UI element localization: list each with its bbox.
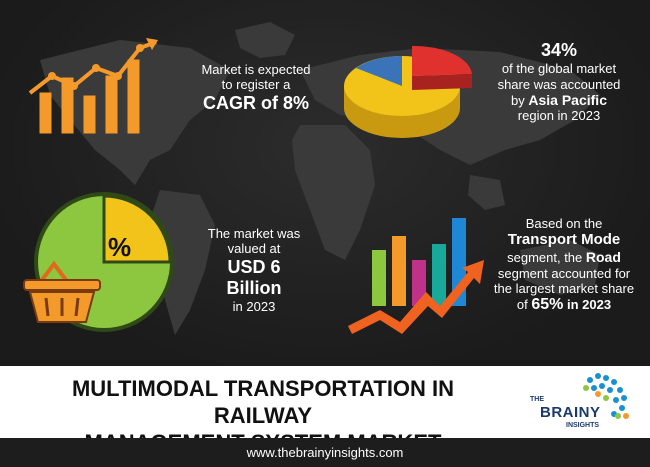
- segment-of: of: [516, 297, 528, 313]
- segment-bars-arrow-icon: [348, 218, 484, 334]
- region-line-1: of the global market: [501, 61, 617, 77]
- logo-text-the: THE: [530, 396, 544, 403]
- segment-line-1: Based on the: [525, 216, 603, 231]
- region-line-2: share was accounted: [497, 76, 621, 92]
- pie-chart-icon: [344, 45, 472, 138]
- report-title-line-1: MULTIMODAL TRANSPORTATION IN RAILWAY: [71, 376, 455, 428]
- valuation-line-1: The market was: [207, 226, 301, 241]
- percent-symbol: %: [108, 232, 132, 262]
- valuation-year: in 2023: [232, 299, 276, 315]
- cagr-line-1: Market is expected: [201, 62, 311, 77]
- growth-bars-icon: [28, 38, 158, 134]
- region-by-prefix: by: [511, 92, 525, 108]
- valuation-value-line-2: Billion: [226, 277, 282, 298]
- valuation-stat: The market was valued at USD 6 Billion i…: [192, 226, 316, 314]
- region-line-3: by Asia Pacific: [488, 92, 630, 109]
- region-name: Asia Pacific: [528, 91, 607, 108]
- brainy-insights-logo-icon: [583, 373, 629, 419]
- logo-text-brainy: BRAINY: [540, 404, 601, 421]
- region-share-value: 34%: [540, 40, 578, 60]
- cagr-value: CAGR of 8%: [202, 92, 309, 113]
- region-share-stat: 34% of the global market share was accou…: [488, 40, 630, 124]
- valuation-line-2: valued at: [227, 241, 281, 257]
- segment-line-4: segment accounted for: [497, 265, 631, 281]
- segment-line-3: segment, the Road: [484, 249, 644, 266]
- segment-line-6: of 65% in 2023: [484, 296, 644, 315]
- segment-stat: Based on the Transport Mode segment, the…: [484, 216, 644, 315]
- segment-year: in 2023: [567, 297, 612, 313]
- segment-line-3-prefix: segment, the: [507, 250, 583, 266]
- segment-name: Transport Mode: [507, 231, 621, 249]
- valuation-value-line-1: USD 6: [227, 256, 281, 277]
- region-line-4: region in 2023: [517, 108, 601, 124]
- cagr-stat: Market is expected to register a CAGR of…: [186, 62, 326, 114]
- percent-basket-icon: [23, 192, 174, 332]
- infographic-stage: % Market is expected to register a CAGR …: [0, 0, 650, 366]
- segment-road: Road: [585, 249, 621, 266]
- logo-text-insights: INSIGHTS: [566, 422, 600, 429]
- segment-line-5: the largest market share: [493, 280, 635, 296]
- footer-url[interactable]: www.thebrainyinsights.com: [0, 438, 650, 467]
- cagr-line-2: to register a: [221, 77, 291, 93]
- segment-share: 65%: [531, 296, 564, 314]
- title-banner: MULTIMODAL TRANSPORTATION IN RAILWAY MAN…: [0, 366, 650, 455]
